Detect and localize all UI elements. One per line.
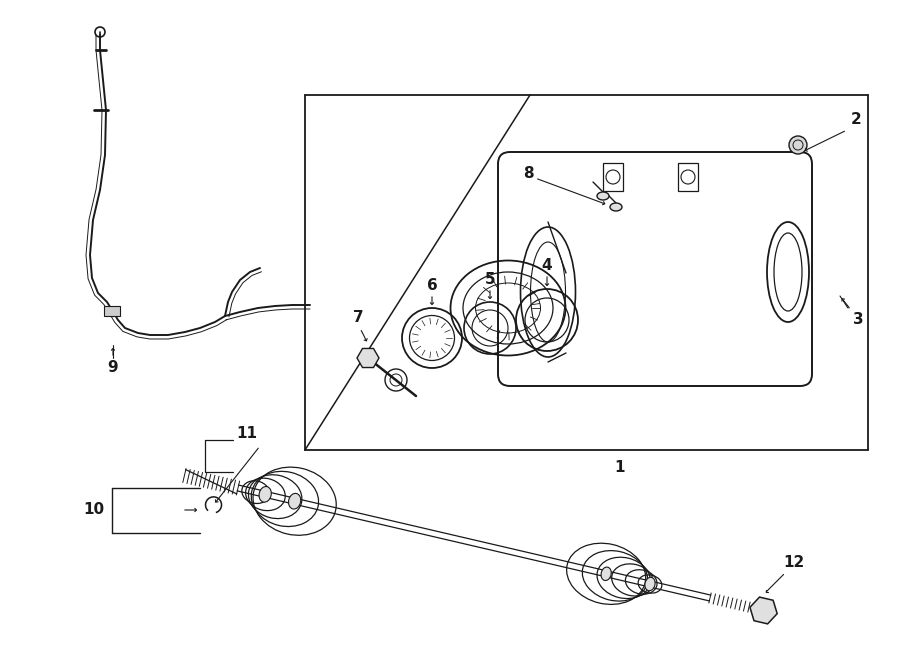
Ellipse shape bbox=[601, 567, 611, 580]
Text: 3: 3 bbox=[852, 313, 863, 327]
Ellipse shape bbox=[597, 192, 609, 200]
Text: 11: 11 bbox=[237, 426, 257, 442]
Bar bbox=[104, 306, 120, 316]
Bar bbox=[603, 163, 623, 191]
Ellipse shape bbox=[259, 486, 271, 502]
Circle shape bbox=[789, 136, 807, 154]
Text: 2: 2 bbox=[850, 112, 861, 128]
Text: 9: 9 bbox=[108, 360, 118, 375]
Ellipse shape bbox=[645, 577, 655, 591]
Text: 10: 10 bbox=[84, 502, 104, 518]
Text: 1: 1 bbox=[615, 461, 626, 475]
Text: 6: 6 bbox=[427, 278, 437, 293]
Text: 7: 7 bbox=[353, 311, 364, 325]
Text: 8: 8 bbox=[523, 167, 534, 182]
Ellipse shape bbox=[610, 203, 622, 211]
Text: 5: 5 bbox=[485, 272, 495, 286]
Ellipse shape bbox=[289, 493, 301, 509]
Text: 4: 4 bbox=[542, 258, 553, 274]
Text: 12: 12 bbox=[783, 555, 805, 570]
Bar bbox=[678, 163, 698, 191]
